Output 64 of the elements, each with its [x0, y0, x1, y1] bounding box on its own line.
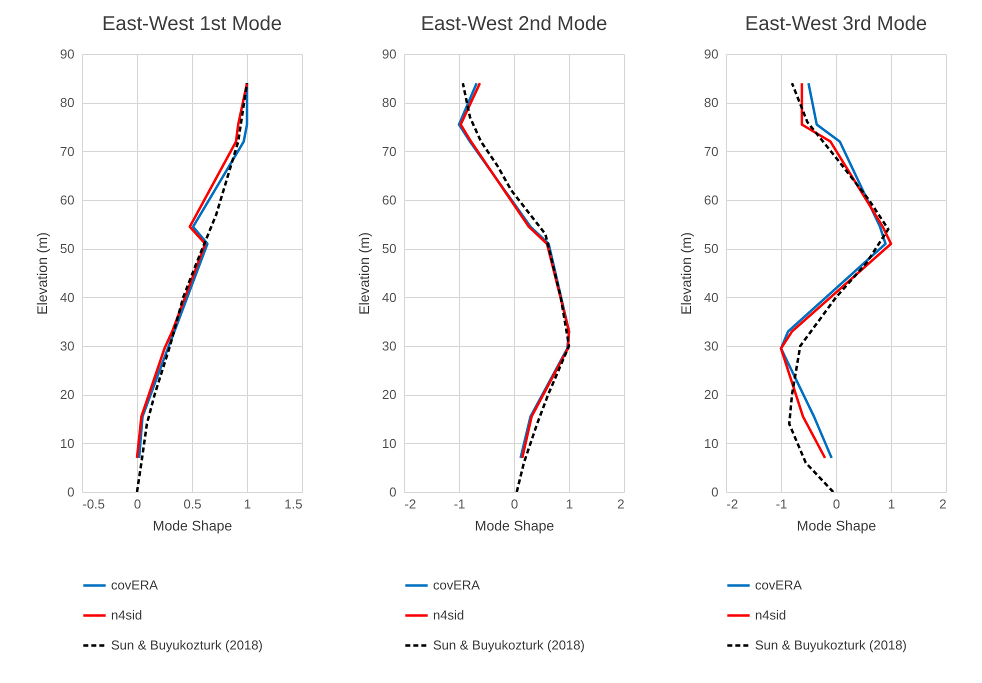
y-tick-label: 70: [60, 144, 74, 159]
y-tick-label: 30: [704, 338, 718, 354]
legend-label: Sun & Buyukozturk (2018): [433, 638, 585, 652]
y-tick-label: 60: [60, 192, 74, 208]
y-tick-label: 70: [704, 144, 718, 159]
y-tick-label: 30: [60, 338, 74, 354]
y-tick-label: 0: [389, 484, 396, 500]
x-axis-title: Mode Shape: [796, 518, 876, 534]
x-tick-label: 0: [510, 496, 518, 512]
y-tick-label: 20: [382, 387, 396, 402]
legend-label: n4sid: [111, 608, 142, 622]
x-axis-title: Mode Shape: [152, 518, 232, 534]
x-tick-label: -2: [726, 496, 738, 512]
y-tick-label: 80: [704, 95, 718, 110]
x-tick-label: -2: [404, 496, 416, 512]
x-tick-label: 1: [566, 496, 574, 512]
y-tick-label: 20: [704, 387, 718, 402]
y-axis-title: Elevation (m): [34, 232, 50, 315]
y-tick-label: 90: [382, 46, 396, 62]
y-tick-label: 0: [67, 484, 74, 500]
legend-label: covERA: [433, 578, 480, 592]
chart-title: East-West 3rd Mode: [745, 13, 927, 35]
legend-label: n4sid: [755, 608, 786, 622]
y-tick-label: 20: [60, 387, 74, 402]
x-tick-label: 0: [134, 496, 142, 512]
y-tick-label: 90: [60, 46, 74, 62]
x-tick-label: 1: [244, 496, 252, 512]
y-tick-label: 50: [704, 241, 718, 256]
y-tick-label: 50: [60, 241, 74, 256]
legend-label: n4sid: [433, 608, 464, 622]
x-tick-label: -1: [776, 496, 788, 512]
y-tick-label: 70: [382, 144, 396, 159]
y-axis-title: Elevation (m): [356, 232, 372, 315]
y-tick-label: 10: [60, 436, 74, 451]
y-tick-label: 40: [382, 290, 396, 305]
x-tick-label: 2: [617, 496, 624, 512]
line-series: [788, 82, 890, 492]
chart-title: East-West 2nd Mode: [420, 13, 608, 35]
y-tick-label: 90: [704, 46, 718, 62]
y-tick-label: 10: [704, 436, 718, 451]
y-tick-label: 0: [711, 484, 718, 500]
y-tick-label: 60: [382, 192, 396, 208]
y-tick-label: 80: [60, 95, 74, 110]
y-tick-label: 50: [382, 241, 396, 256]
x-tick-label: 0.5: [183, 496, 202, 512]
legend-label: Sun & Buyukozturk (2018): [755, 638, 907, 652]
chart-title: East-West 1st Mode: [102, 13, 282, 35]
y-tick-label: 10: [382, 436, 396, 451]
y-tick-label: 80: [382, 95, 396, 110]
legend-label: Sun & Buyukozturk (2018): [111, 638, 263, 652]
x-tick-label: 0: [832, 496, 840, 512]
x-tick-label: -1: [454, 496, 466, 512]
y-tick-label: 40: [60, 290, 74, 305]
x-axis-title: Mode Shape: [474, 518, 554, 534]
y-axis-title: Elevation (m): [678, 232, 694, 315]
x-tick-label: -0.5: [82, 496, 105, 512]
y-tick-label: 40: [704, 290, 718, 305]
y-tick-label: 30: [382, 338, 396, 354]
x-tick-label: 1: [888, 496, 896, 512]
legend-label: covERA: [111, 578, 158, 592]
x-tick-label: 1.5: [284, 496, 302, 512]
x-tick-label: 2: [939, 496, 946, 512]
legend-label: covERA: [755, 578, 802, 592]
y-tick-label: 60: [704, 192, 718, 208]
